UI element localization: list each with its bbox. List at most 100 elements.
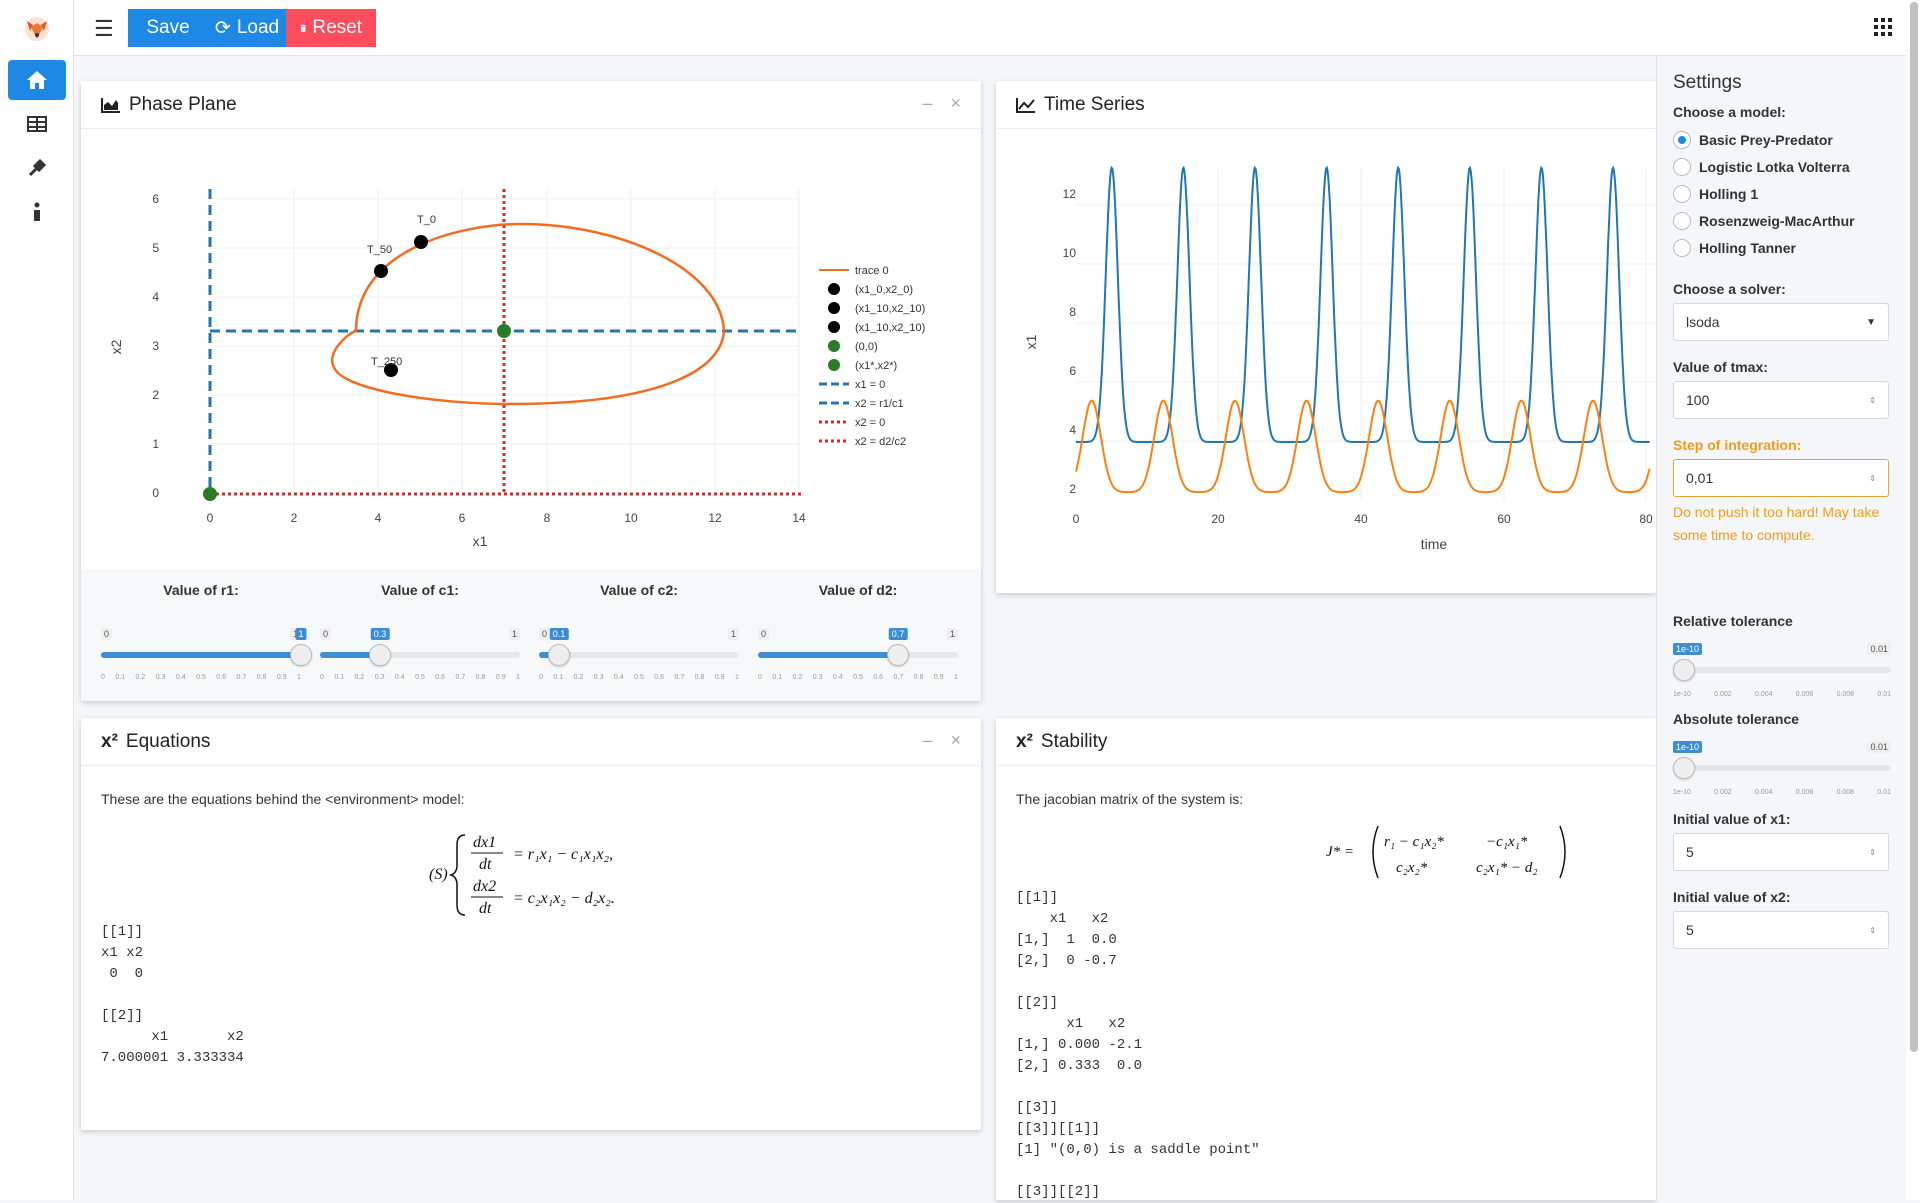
- equations-card: x² Equations – × These are the equations …: [81, 718, 981, 1130]
- slider-tick: 0.1: [553, 674, 564, 681]
- stability-card: x² Stability The jacobian matrix of the …: [996, 718, 1656, 1200]
- atol-slider[interactable]: 1e-10 0.01 1e-10 0.002 0.004 0.006 0.008 0.01: [1673, 741, 1891, 796]
- sidebar-item-table[interactable]: [8, 104, 66, 144]
- slider-tick: 0.8: [256, 674, 267, 681]
- trash-icon: [300, 24, 307, 32]
- y-tick: 6: [152, 192, 159, 206]
- sidebar-item-home[interactable]: [8, 60, 66, 100]
- slider-tick: 0.6: [216, 674, 227, 681]
- minimize-icon[interactable]: –: [922, 93, 933, 113]
- model-option[interactable]: Holling 1: [1673, 180, 1890, 207]
- phase-plane-tools: – ×: [922, 93, 961, 114]
- slider-handle[interactable]: [548, 644, 570, 666]
- slider-tick: 0.1: [334, 674, 345, 681]
- tmax-input[interactable]: 100 ⇕: [1673, 381, 1889, 419]
- slider-title: Value of c1:: [381, 582, 459, 598]
- apps-grid-icon[interactable]: [1874, 18, 1892, 39]
- sidebar-item-info[interactable]: [8, 192, 66, 232]
- param-slider[interactable]: Value of r1: 0 1 1 0 0.1 0.2 0.3 0.4 0.5 0.6 0.…: [101, 582, 312, 681]
- model-radio-group: Basic Prey-Predator Logistic Lotka Volter…: [1673, 126, 1890, 261]
- legend-item: (x1_0,x2_0): [855, 284, 913, 296]
- svg-text:J* =: J* =: [1326, 844, 1354, 860]
- param-slider[interactable]: Value of c2: 0 1 0.1 0 0.1 0.2 0.3 0.4 0.5 0.6…: [539, 582, 739, 681]
- param-slider[interactable]: Value of d2: 0 1 0.7 0 0.1 0.2 0.3 0.4 0.5 0.6…: [758, 582, 958, 681]
- tol-tick: 0.004: [1754, 691, 1773, 698]
- y-tick: 6: [1069, 364, 1076, 378]
- rtol-slider[interactable]: 1e-10 0.01 1e-10 0.002 0.004 0.006 0.008 0.01: [1673, 643, 1891, 698]
- legend-item: x1 = 0: [855, 379, 885, 391]
- x1-input[interactable]: 5 ⇕: [1673, 833, 1889, 871]
- model-option[interactable]: Basic Prey-Predator: [1673, 126, 1890, 153]
- phase-x-ticks: 0 2 4 6 8 10 12 14: [207, 511, 806, 525]
- svg-text:(S): (S): [429, 866, 448, 883]
- ts-xlabel: time: [1421, 536, 1448, 552]
- slider-value: 1: [295, 628, 307, 640]
- x-tick: 60: [1497, 512, 1511, 526]
- slider-tick: 0.6: [873, 674, 884, 681]
- tol-tick: 0.002: [1714, 789, 1732, 796]
- slider-tick: 0.7: [236, 674, 247, 681]
- x-tick: 4: [375, 511, 382, 525]
- radio-button[interactable]: [1673, 157, 1691, 176]
- equations-output: [[1]] x1 x2 0 0 [[2]] x1 x2 7.000001 3.3…: [101, 924, 244, 1066]
- reset-button[interactable]: Reset: [286, 9, 376, 47]
- x-tick: 40: [1354, 512, 1368, 526]
- slider-tick: 0.4: [175, 674, 186, 681]
- page-scrollbar[interactable]: [1906, 0, 1920, 1200]
- trajectory-trace: [330, 222, 726, 406]
- point-origin: [203, 487, 217, 501]
- x-tick: 14: [792, 511, 806, 525]
- slider-handle[interactable]: [290, 644, 312, 666]
- slider-value: 0.1: [549, 628, 569, 640]
- slider-tick: 0.2: [573, 674, 584, 681]
- tol-tick: 1e-10: [1673, 691, 1691, 698]
- stepper-icon[interactable]: ⇕: [1869, 925, 1876, 935]
- phase-xlabel: x1: [473, 533, 488, 549]
- slider-tick: 0.2: [354, 674, 365, 681]
- rtol-label: Relative tolerance: [1673, 613, 1793, 629]
- table-icon: [27, 116, 47, 132]
- model-option[interactable]: Logistic Lotka Volterra: [1673, 153, 1890, 180]
- svg-text:c₂x₁* − d₂: c₂x₁* − d₂: [1476, 860, 1538, 876]
- point-t250: [384, 363, 398, 377]
- radio-button[interactable]: [1673, 211, 1691, 230]
- info-icon: [34, 202, 40, 221]
- slider-tick: 0.9: [714, 674, 725, 681]
- slider-min: 0: [758, 628, 770, 640]
- slider-value: 0.7: [888, 628, 908, 640]
- x2-input[interactable]: 5 ⇕: [1673, 911, 1889, 949]
- slider-tick: 0.9: [933, 674, 944, 681]
- tol-tick: 0.006: [1795, 691, 1814, 698]
- save-button[interactable]: Save: [128, 9, 208, 47]
- param-slider[interactable]: Value of c1: 0 1 0.3 0 0.1 0.2 0.3 0.4 0.5 0.6…: [320, 582, 520, 681]
- slider-handle[interactable]: [369, 644, 391, 666]
- stepper-icon[interactable]: ⇕: [1869, 847, 1876, 857]
- area-chart-icon: [101, 97, 120, 113]
- y-tick: 4: [1069, 423, 1076, 437]
- solver-select[interactable]: lsoda ▼: [1673, 303, 1889, 341]
- slider-handle[interactable]: [887, 644, 909, 666]
- close-icon[interactable]: ×: [950, 730, 961, 750]
- minimize-icon[interactable]: –: [922, 730, 933, 750]
- stepper-icon[interactable]: ⇕: [1869, 473, 1876, 483]
- model-option[interactable]: Rosenzweig-MacArthur: [1673, 207, 1890, 234]
- rtol-slider-handle[interactable]: [1673, 659, 1695, 681]
- step-input[interactable]: 0,01 ⇕: [1673, 459, 1889, 497]
- radio-button[interactable]: [1673, 238, 1691, 257]
- load-button[interactable]: ⟳ Load: [208, 9, 286, 47]
- svg-text:−c₁x₁*: −c₁x₁*: [1486, 834, 1528, 850]
- menu-toggle-icon[interactable]: ☰: [94, 16, 114, 41]
- slider-tick: 0.3: [812, 674, 823, 681]
- close-icon[interactable]: ×: [950, 93, 961, 113]
- legend-item: x2 = 0: [855, 417, 885, 429]
- svg-text:= c₂x₁x₂ − d₂x₂.: = c₂x₁x₂ − d₂x₂.: [513, 890, 615, 907]
- point-equilibrium: [497, 324, 511, 338]
- sidebar-item-tools[interactable]: [8, 148, 66, 188]
- scrollbar-thumb[interactable]: [1910, 2, 1918, 1052]
- atol-slider-handle[interactable]: [1673, 757, 1695, 779]
- stepper-icon[interactable]: ⇕: [1869, 395, 1876, 405]
- radio-button[interactable]: [1673, 184, 1691, 203]
- y-tick: 0: [152, 486, 159, 500]
- radio-button[interactable]: [1673, 130, 1691, 149]
- model-option[interactable]: Holling Tanner: [1673, 234, 1890, 261]
